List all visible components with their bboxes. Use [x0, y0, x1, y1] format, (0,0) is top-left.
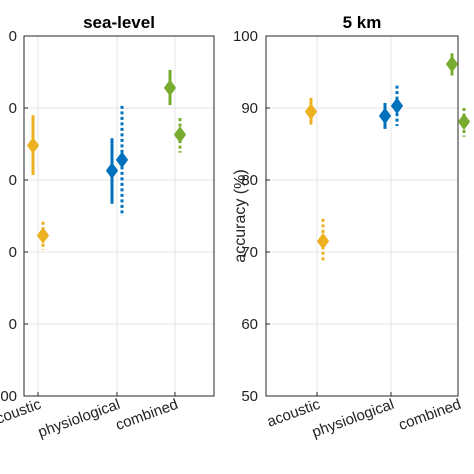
x-tick-label: combined	[113, 396, 180, 434]
marker-physiological-dotted	[115, 151, 129, 169]
y-tick-label: 00	[0, 388, 17, 405]
marker-acoustic-dotted	[36, 227, 50, 244]
y-tick-label: 100	[233, 28, 258, 45]
y-tick-label: 0	[9, 244, 17, 261]
y-tick-label: 0	[9, 316, 17, 333]
y-tick-label: 0	[9, 28, 17, 45]
axes-box	[23, 35, 215, 397]
x-tick-label: physiological	[310, 396, 397, 441]
y-tick-label: 50	[241, 388, 258, 405]
marker-physiological-dotted	[390, 97, 404, 115]
marker-combined-solid	[445, 55, 459, 73]
y-tick-label: 0	[9, 100, 17, 117]
marker-physiological-solid	[378, 107, 392, 125]
y-tick-label: 90	[241, 100, 258, 117]
y-tick-label: 70	[241, 244, 258, 261]
panel-title: sea-level	[83, 13, 155, 32]
panel-title: 5 km	[343, 13, 382, 32]
marker-physiological-solid	[105, 162, 119, 179]
y-tick-label: 80	[241, 172, 258, 189]
panel-sea-level: sea-level 0000000acousticphysiologicalco…	[0, 13, 215, 441]
marker-combined-dotted	[173, 126, 187, 143]
marker-combined-dotted	[457, 113, 471, 131]
axes-box	[265, 35, 459, 397]
panel-5km: 5 km accuracy (%) 5060708090100acousticp…	[232, 13, 471, 441]
y-axis-label: accuracy (%)	[232, 169, 249, 262]
marker-acoustic-dotted	[316, 232, 330, 250]
marker-combined-solid	[163, 79, 177, 97]
x-tick-label: combined	[396, 396, 463, 434]
y-tick-label: 0	[9, 172, 17, 189]
x-tick-label: physiological	[36, 396, 123, 441]
marker-acoustic-solid	[304, 103, 318, 120]
marker-acoustic-solid	[26, 137, 40, 154]
y-tick-label: 60	[241, 316, 258, 333]
